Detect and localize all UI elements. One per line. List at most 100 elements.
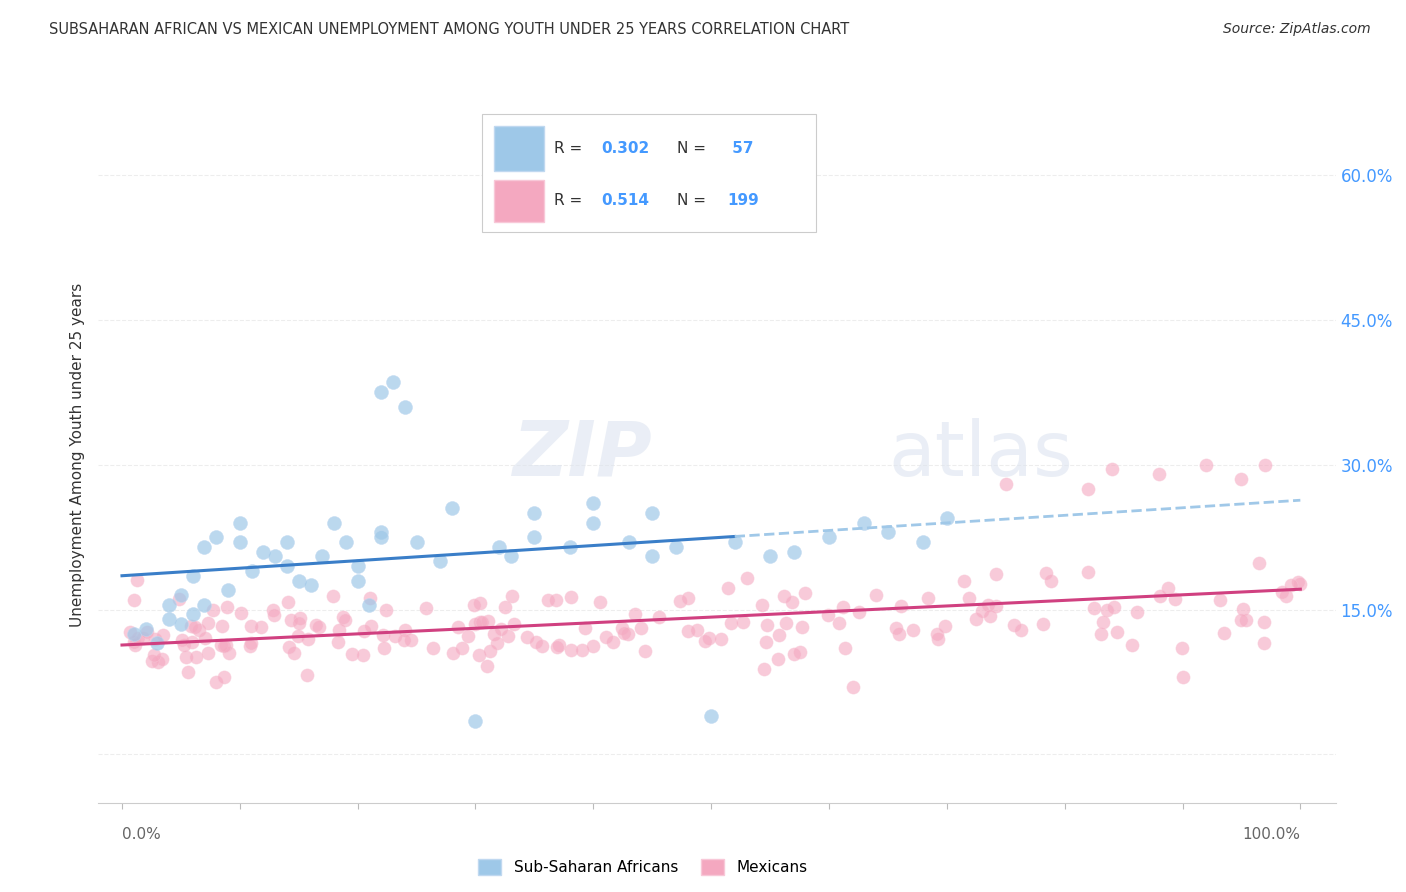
Point [752, 662, 775, 676]
Point [1288, 577, 1310, 591]
Point [768, 628, 790, 642]
Point [146, 636, 169, 650]
Point [370, 385, 392, 400]
Point [647, 610, 669, 624]
Point [1234, 613, 1257, 627]
Point [1171, 640, 1194, 655]
Point [440, 501, 463, 516]
Point [184, 620, 207, 634]
Point [853, 516, 876, 530]
Point [1163, 592, 1185, 607]
Point [935, 510, 957, 524]
Point [201, 603, 224, 617]
Point [828, 616, 851, 631]
Point [927, 632, 949, 647]
Point [181, 568, 204, 582]
Point [288, 611, 311, 625]
Point [1232, 601, 1254, 615]
Point [917, 591, 939, 606]
Point [1101, 462, 1123, 476]
Point [700, 708, 723, 723]
Point [841, 680, 863, 694]
Point [135, 622, 157, 636]
Point [890, 599, 912, 614]
Point [450, 641, 472, 656]
Point [1195, 458, 1218, 472]
Point [136, 625, 159, 640]
Point [353, 624, 375, 638]
Point [287, 630, 309, 644]
Point [352, 648, 374, 662]
Point [479, 643, 502, 657]
Point [218, 646, 240, 660]
Point [197, 616, 219, 631]
Point [1229, 613, 1251, 627]
Point [463, 598, 485, 612]
Point [359, 598, 381, 612]
Y-axis label: Unemployment Among Youth under 25 years: Unemployment Among Youth under 25 years [69, 283, 84, 627]
Point [346, 574, 368, 588]
Point [581, 640, 603, 654]
Point [901, 623, 924, 637]
Point [283, 647, 305, 661]
Point [832, 599, 855, 614]
Point [415, 601, 437, 615]
Point [1171, 670, 1194, 684]
Legend: Sub-Saharan Africans, Mexicans: Sub-Saharan Africans, Mexicans [478, 859, 807, 875]
Point [229, 516, 252, 530]
Point [1102, 599, 1125, 614]
Point [972, 604, 994, 618]
Point [783, 647, 806, 661]
Text: 0.0%: 0.0% [122, 827, 160, 842]
Point [612, 621, 634, 635]
FancyBboxPatch shape [495, 126, 544, 171]
Point [1286, 574, 1309, 589]
Point [717, 581, 740, 595]
Point [1077, 565, 1099, 579]
Point [1157, 581, 1180, 595]
Point [523, 506, 546, 520]
Point [1279, 577, 1302, 591]
Point [887, 627, 910, 641]
Point [848, 606, 870, 620]
Point [1095, 602, 1118, 616]
Point [547, 638, 569, 652]
Point [332, 610, 354, 624]
Text: SUBSAHARAN AFRICAN VS MEXICAN UNEMPLOYMENT AMONG YOUTH UNDER 25 YEARS CORRELATIO: SUBSAHARAN AFRICAN VS MEXICAN UNEMPLOYME… [49, 22, 849, 37]
Text: 199: 199 [727, 194, 759, 209]
Point [262, 603, 284, 617]
Point [311, 549, 333, 564]
Point [1253, 615, 1275, 629]
Point [877, 525, 900, 540]
Point [755, 618, 778, 632]
Point [170, 617, 193, 632]
Point [780, 595, 803, 609]
Text: atlas: atlas [889, 418, 1073, 491]
Point [775, 616, 797, 631]
Point [181, 607, 204, 622]
Point [957, 591, 980, 606]
Point [523, 530, 546, 544]
Point [464, 616, 486, 631]
Point [1032, 616, 1054, 631]
Point [1149, 590, 1171, 604]
Point [630, 621, 652, 635]
Point [287, 574, 309, 588]
Point [834, 641, 856, 656]
Point [613, 625, 636, 640]
Point [299, 578, 322, 592]
Point [496, 629, 519, 643]
Point [574, 621, 596, 635]
Point [326, 635, 349, 649]
Point [180, 635, 202, 649]
Text: ZIP: ZIP [513, 418, 652, 491]
Point [194, 632, 217, 646]
Point [288, 616, 311, 631]
Point [1091, 615, 1114, 629]
Point [501, 589, 523, 603]
Point [239, 619, 262, 633]
Point [485, 636, 508, 650]
Point [173, 638, 195, 652]
Point [146, 656, 169, 670]
Point [252, 544, 274, 558]
